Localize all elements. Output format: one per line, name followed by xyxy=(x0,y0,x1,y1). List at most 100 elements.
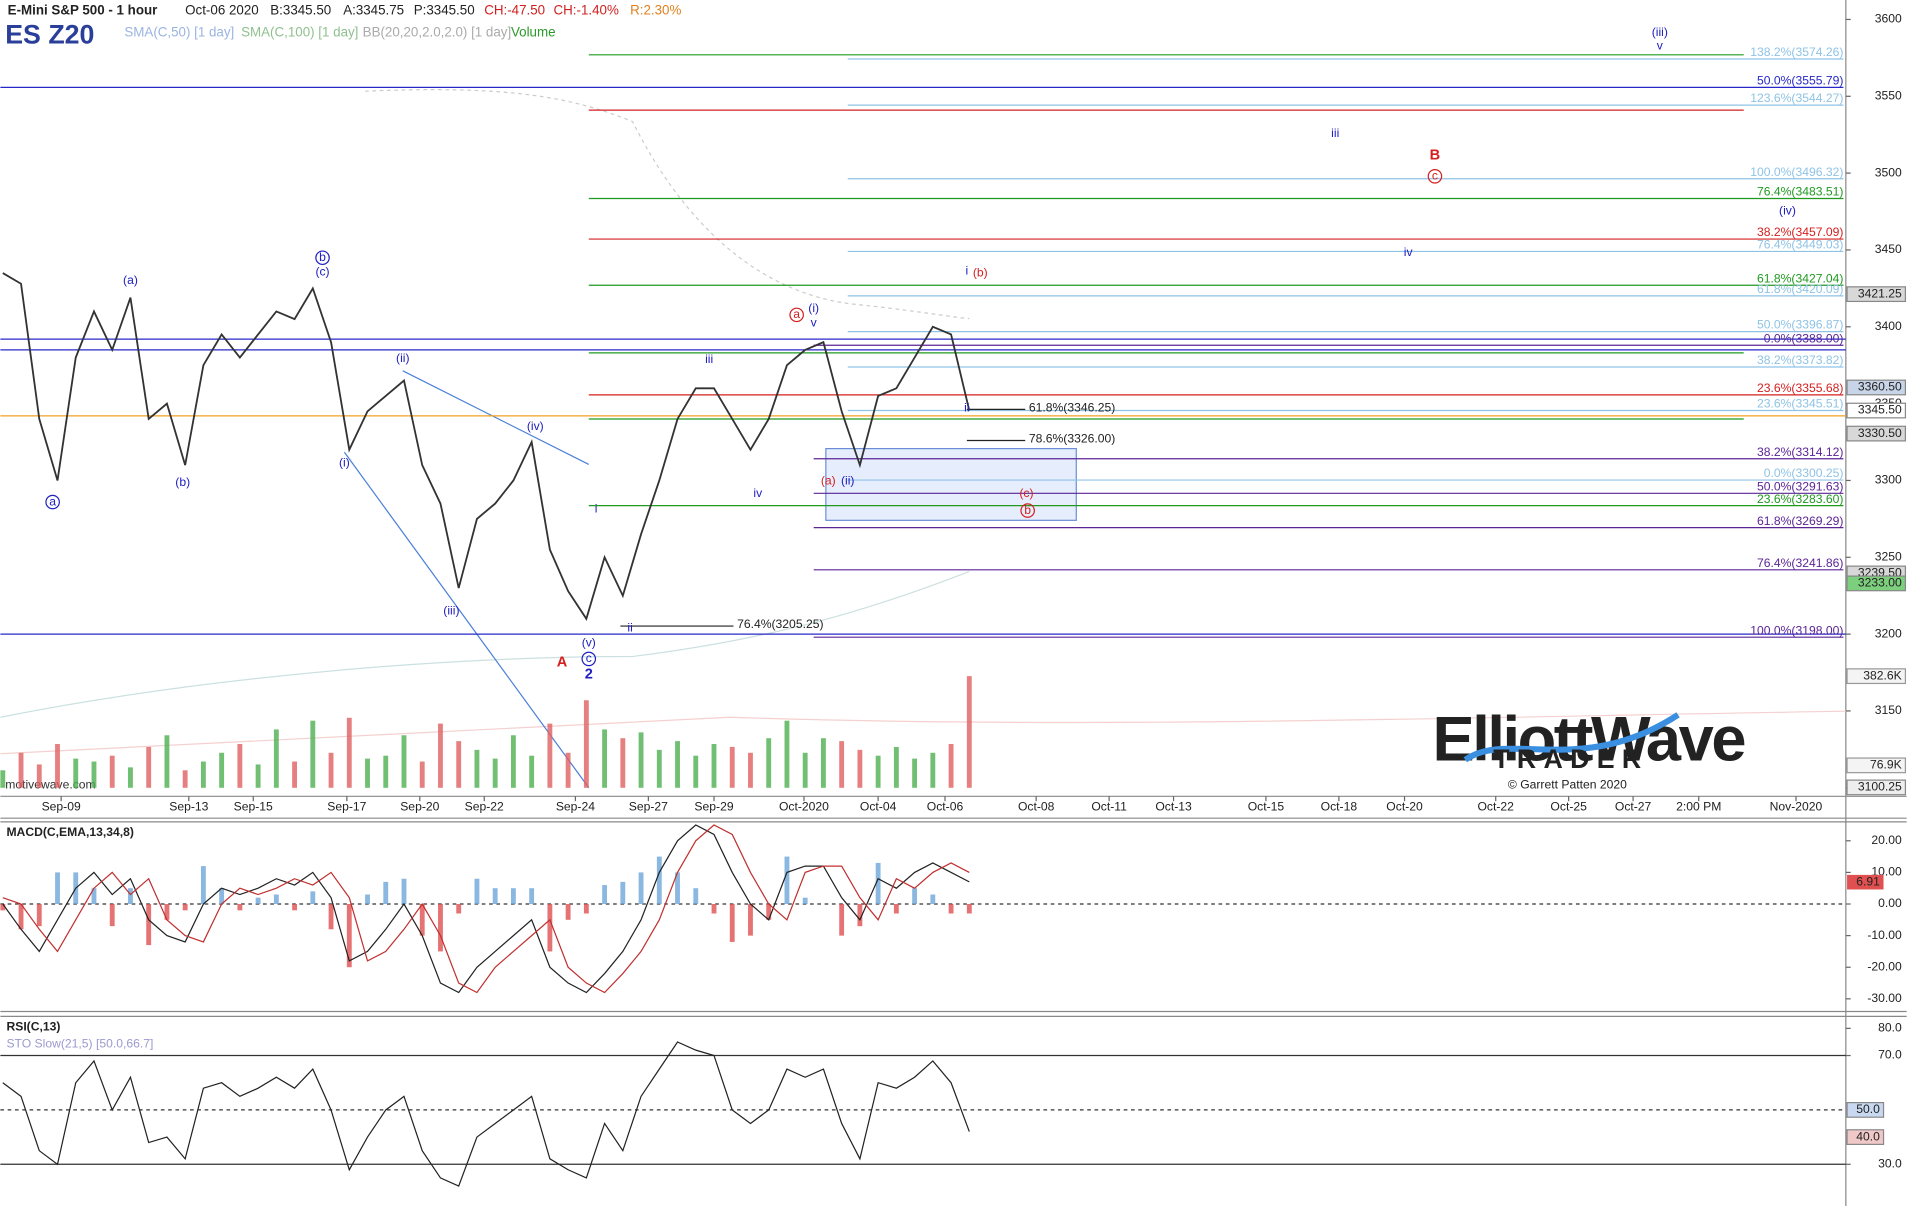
volume-bar xyxy=(328,752,334,788)
x-tick-label: Sep-29 xyxy=(694,799,733,813)
wave-label: a xyxy=(49,494,56,508)
fib-label: 23.6%(3355.68) xyxy=(1757,381,1843,395)
volume-bar xyxy=(966,676,972,788)
volume-bar xyxy=(91,761,97,788)
macd-histogram-bar xyxy=(182,904,188,911)
x-tick-label: Sep-24 xyxy=(556,799,595,813)
x-tick-label: Oct-22 xyxy=(1477,799,1514,813)
fib-label: 138.2%(3574.26) xyxy=(1750,45,1843,59)
macd-histogram-bar xyxy=(255,897,261,905)
fib-label: 76.4%(3241.86) xyxy=(1757,556,1843,570)
fib-label: 61.8%(3420.09) xyxy=(1757,282,1843,296)
volume-bar xyxy=(255,764,261,788)
y-tick-label: 3400 xyxy=(1875,319,1902,333)
panel-subtitle: STO Slow(21,5) [50.0,66.7] xyxy=(6,1037,153,1051)
wave-label: i xyxy=(966,263,969,277)
logo-text: ElliottWave xyxy=(1432,705,1744,775)
y-tick-label: 20.00 xyxy=(1871,833,1902,847)
retracement-label: 76.4%(3205.25) xyxy=(737,617,823,631)
volume-bar xyxy=(73,758,79,788)
fib-label: 50.0%(3396.87) xyxy=(1757,318,1843,332)
macd-histogram-bar xyxy=(912,888,918,905)
y-tick-label: 3300 xyxy=(1875,473,1902,487)
volume-bar xyxy=(474,749,480,788)
retracement-label: 78.6%(3326.00) xyxy=(1029,431,1115,445)
fib-label: 38.2%(3373.82) xyxy=(1757,353,1843,367)
macd-histogram-bar xyxy=(620,881,626,905)
macd-histogram-bar xyxy=(237,904,243,911)
study-label: SMA(C,100) [1 day] xyxy=(241,24,358,39)
macd-histogram-bar xyxy=(675,872,680,905)
volume-bar xyxy=(638,732,644,788)
x-tick-label: Oct-15 xyxy=(1248,799,1285,813)
macd-histogram-bar xyxy=(711,904,717,914)
y-tick-label: 70.0 xyxy=(1878,1048,1902,1062)
volume-bar xyxy=(146,746,152,788)
volume-label: 76.9K xyxy=(1870,758,1902,772)
x-tick-label: Oct-04 xyxy=(860,799,897,813)
macd-histogram-bar xyxy=(766,904,772,920)
x-tick-label: Oct-25 xyxy=(1550,799,1587,813)
symbol: ES Z20 xyxy=(5,20,94,50)
volume-bar xyxy=(219,752,225,788)
x-tick-label: Sep-17 xyxy=(327,799,366,813)
macd-histogram-bar xyxy=(200,866,206,905)
wave-label-circle xyxy=(1427,168,1443,184)
volume-bar xyxy=(820,738,826,788)
x-tick-label: 2:00 PM xyxy=(1676,799,1721,813)
wave-label: (c) xyxy=(1019,486,1033,500)
macd-histogram-bar xyxy=(36,904,42,927)
fib-label: 50.0%(3555.79) xyxy=(1757,74,1843,88)
wave-label: c xyxy=(1432,168,1438,182)
price-label: 3421.25 xyxy=(1858,286,1902,300)
y-tick-label: -20.00 xyxy=(1867,959,1902,973)
price-label: 3360.50 xyxy=(1858,380,1902,394)
wave-label-circle xyxy=(789,307,804,323)
price-label: 3233.00 xyxy=(1858,576,1902,590)
macd-last-label: 6.91 xyxy=(1856,874,1880,888)
price-label-box xyxy=(1846,402,1907,419)
price-label-box xyxy=(1846,779,1907,796)
volume-bar xyxy=(273,729,279,788)
wave-label: (iv) xyxy=(527,419,544,433)
volume-bar xyxy=(693,755,699,788)
macd-histogram-bar xyxy=(109,904,115,927)
volume-label: 382.6K xyxy=(1863,668,1901,682)
volume-bar xyxy=(383,755,389,788)
macd-histogram-bar xyxy=(292,904,298,911)
study-label: BB(20,20,2.0,2.0) [1 day] xyxy=(363,24,512,39)
x-tick-label: Sep-09 xyxy=(42,799,81,813)
study-label: SMA(C,50) [1 day] xyxy=(124,24,234,39)
fib-label: 100.0%(3496.32) xyxy=(1750,165,1843,179)
y-tick-label: 80.0 xyxy=(1878,1021,1902,1035)
x-tick-label: Oct-08 xyxy=(1018,799,1055,813)
volume-bar xyxy=(438,723,443,788)
wave-label: iii xyxy=(1331,126,1339,140)
wave-label: iv xyxy=(1404,245,1414,259)
volume-bar xyxy=(893,746,899,788)
x-tick-label: Oct-20 xyxy=(1386,799,1423,813)
macd-histogram-bar xyxy=(693,888,699,905)
header-price: P:3345.50 xyxy=(414,2,475,17)
macd-histogram-bar xyxy=(547,904,553,952)
wave-label: A xyxy=(557,654,568,670)
volume-bar xyxy=(292,761,298,788)
macd-histogram-bar xyxy=(91,888,97,905)
volume-bar xyxy=(401,735,407,788)
wave-label: (c) xyxy=(315,265,329,279)
volume-bar xyxy=(675,741,680,788)
volume-bar xyxy=(182,770,188,788)
wave-label: (ii) xyxy=(396,351,409,365)
price-label-box xyxy=(1846,286,1907,303)
retracement-label: 61.8%(3346.25) xyxy=(1029,400,1115,414)
price-label: 3330.50 xyxy=(1858,426,1902,440)
rsi-marker-label: 50.0 xyxy=(1856,1102,1880,1116)
wave-label: (a) xyxy=(821,474,836,488)
macd-histogram-bar xyxy=(0,904,6,911)
macd-histogram-bar xyxy=(748,904,753,936)
volume-bar xyxy=(857,749,863,788)
volume-bar xyxy=(729,746,735,788)
wave-label: 2 xyxy=(585,667,593,683)
